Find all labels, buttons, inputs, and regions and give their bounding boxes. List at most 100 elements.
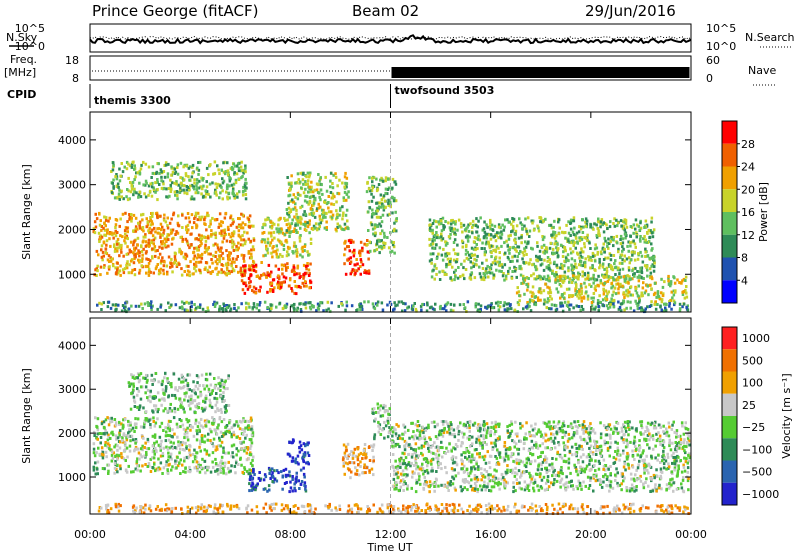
heatmap-cell [309,237,313,241]
heatmap-cell [114,229,117,233]
heatmap-cell [520,235,523,239]
heatmap-cell [429,223,432,227]
heatmap-cell [359,303,363,307]
heatmap-cell [135,191,138,195]
heatmap-cell [449,260,452,263]
heatmap-cell [119,234,122,238]
heatmap-cell [235,309,238,313]
heatmap-cell [188,188,191,192]
heatmap-cell [117,242,120,246]
heatmap-cell [553,260,556,264]
freq-panel: Freq. [MHz] 18 8 60 0 Nave [4,53,776,86]
heatmap-cell [327,307,330,311]
heatmap-cell [198,445,201,449]
heatmap-cell [212,437,216,441]
heatmap-cell [288,246,291,250]
heatmap-cell [191,171,194,175]
heatmap-cell [497,223,501,227]
heatmap-cell [507,269,510,273]
heatmap-cell [151,444,155,448]
heatmap-cell [159,461,163,465]
heatmap-cell [558,283,562,286]
heatmap-cell [347,227,350,231]
heatmap-cell [489,227,492,231]
heatmap-cell [100,225,104,228]
heatmap-cell [275,255,279,259]
heatmap-cell [157,380,160,384]
heatmap-cell [230,260,234,264]
heatmap-cell [645,223,649,227]
heatmap-cell [244,284,248,288]
heatmap-cell [231,257,235,261]
heatmap-cell [518,299,521,303]
heatmap-cell [338,224,341,228]
heatmap-cell [104,251,108,255]
heatmap-cell [221,461,224,465]
heatmap-cell [282,468,286,472]
heatmap-cell [531,221,534,225]
heatmap-cell [127,307,131,311]
heatmap-cell [656,303,659,306]
heatmap-cell [491,261,495,265]
heatmap-cell [128,427,131,431]
heatmap-cell [482,236,486,240]
heatmap-cell [215,301,219,305]
heatmap-cell [175,422,179,426]
heatmap-cell [500,244,503,248]
heatmap-cell [325,211,328,215]
heatmap-cell [348,453,352,456]
heatmap-cell [121,212,125,216]
heatmap-cell [384,241,387,245]
heatmap-cell [389,200,392,204]
heatmap-cell [113,471,116,475]
heatmap-cell [542,243,546,247]
heatmap-cell [443,307,446,311]
heatmap-cell [138,190,142,194]
heatmap-cell [172,416,176,420]
heatmap-cell [134,467,137,471]
heatmap-cell [218,305,222,309]
heatmap-cell [432,268,435,272]
heatmap-cell [227,257,230,261]
heatmap-cell [325,220,328,224]
heatmap-cell [218,231,222,235]
heatmap-cell [209,383,213,387]
heatmap-cell [184,470,187,474]
heatmap-cell [147,270,151,274]
heatmap-cell [291,218,294,222]
heatmap-cell [345,192,349,196]
heatmap-cell [225,266,229,270]
heatmap-cell [151,211,154,215]
heatmap-cell [218,260,221,264]
heatmap-cell [660,277,663,281]
heatmap-cell [642,281,645,285]
heatmap-cell [171,465,174,469]
heatmap-cell [244,269,247,273]
heatmap-cell [228,253,231,257]
heatmap-cell [440,229,444,233]
heatmap-cell [280,263,284,267]
heatmap-cell [682,277,686,281]
heatmap-cell [334,175,338,179]
heatmap-cell [546,256,550,259]
heatmap-cell [210,258,213,261]
heatmap-cell [236,162,240,166]
heatmap-cell [646,274,649,278]
heatmap-cell [548,286,551,290]
heatmap-cell [107,433,110,437]
heatmap-cell [217,444,220,448]
heatmap-cell [306,171,310,175]
heatmap-cell [252,455,255,459]
heatmap-cell [381,308,385,312]
heatmap-cell [231,432,234,436]
heatmap-cell [183,392,186,396]
heatmap-cell [106,416,109,420]
heatmap-cell [166,272,169,276]
heatmap-cell [177,224,181,228]
heatmap-cell [144,244,148,248]
heatmap-cell [249,419,252,423]
heatmap-cell [117,303,120,307]
heatmap-cell [248,305,251,309]
heatmap-cell [338,208,342,212]
heatmap-cell [379,205,383,209]
